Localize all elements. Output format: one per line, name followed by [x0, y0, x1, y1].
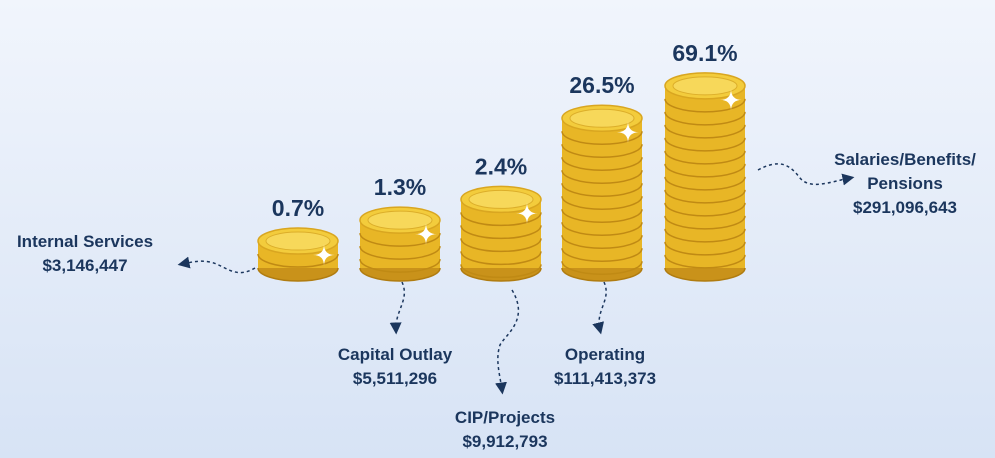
coin-inner	[672, 76, 738, 96]
amount-label: $3,146,447	[42, 256, 128, 275]
coin-stack	[561, 104, 643, 282]
coin-edge	[460, 264, 542, 279]
sparkle	[313, 244, 335, 267]
coin-edge	[359, 246, 441, 260]
coin-edge	[664, 137, 746, 152]
coin-edge	[257, 253, 339, 268]
arrow	[592, 281, 607, 335]
amount-label: $9,912,793	[462, 432, 548, 451]
coin-edge	[561, 248, 643, 262]
coin-edge	[561, 157, 643, 171]
category-name: Salaries/Benefits/Pensions	[834, 150, 976, 193]
coin-edge	[460, 225, 542, 240]
coin-inner	[265, 231, 331, 251]
coin-edge	[561, 267, 643, 282]
arrow	[757, 163, 855, 186]
coin-edge	[664, 267, 746, 282]
coin-edge	[664, 111, 746, 126]
coin-edge	[664, 228, 746, 243]
amount-label: $5,511,296	[352, 369, 438, 388]
coin-edge	[460, 238, 542, 253]
category-name: Internal Services	[16, 232, 154, 251]
coin-edge	[359, 267, 441, 282]
coin-edge	[561, 196, 643, 210]
coin-edge	[561, 170, 643, 184]
arrow	[177, 256, 256, 274]
coin-inner	[367, 210, 433, 230]
coin-stack	[664, 72, 746, 282]
coin-edge	[664, 98, 746, 113]
coin-edge	[561, 235, 643, 249]
coin-edge	[460, 212, 542, 227]
coin-edge	[664, 202, 746, 217]
sparkle	[516, 202, 538, 225]
coin-edge	[664, 150, 746, 165]
percent-label: 1.3%	[374, 174, 426, 200]
coin-inner	[569, 108, 635, 128]
percent-label: 69.1%	[672, 40, 737, 66]
coin-edge	[664, 215, 746, 230]
coin-edge	[460, 267, 542, 282]
coin-edge	[257, 267, 339, 282]
arrow	[389, 281, 406, 335]
coin-edge	[359, 259, 441, 273]
percent-label: 2.4%	[475, 153, 527, 179]
arrow	[495, 289, 520, 395]
coin-stack	[460, 185, 542, 282]
coin-edge	[664, 189, 746, 204]
percent-label: 0.7%	[272, 195, 324, 221]
amount-label: $111,413,373	[553, 369, 657, 388]
coin-edge	[664, 124, 746, 139]
coin-edge	[561, 222, 643, 236]
coin-edge	[561, 183, 643, 197]
coin-edge	[664, 241, 746, 256]
category-label: Operating $111,413,373	[554, 343, 656, 391]
coin-edge	[561, 261, 643, 275]
coin-edge	[664, 254, 746, 269]
coin-stack	[257, 227, 339, 282]
category-label: CIP/Projects $9,912,793	[455, 406, 555, 454]
coin-edge	[664, 176, 746, 191]
category-name: Capital Outlay	[337, 345, 453, 364]
category-name: CIP/Projects	[454, 408, 556, 427]
amount-label: $291,096,643	[853, 198, 957, 217]
percent-label: 26.5%	[569, 72, 634, 98]
coin-edge	[460, 251, 542, 266]
sparkle	[415, 223, 437, 246]
coin-edge	[561, 131, 643, 145]
category-name: Operating	[564, 345, 646, 364]
category-label: Internal Services $3,146,447	[17, 230, 153, 278]
coin-edge	[561, 209, 643, 223]
coin-edge	[664, 163, 746, 178]
category-label: Capital Outlay $5,511,296	[338, 343, 452, 391]
coin-inner	[468, 189, 534, 209]
coin-stack	[359, 206, 441, 282]
category-label: Salaries/Benefits/Pensions $291,096,643	[830, 148, 980, 220]
sparkle	[720, 88, 742, 111]
sparkle	[617, 121, 639, 144]
coin-edge	[561, 144, 643, 158]
coin-edge	[359, 233, 441, 247]
